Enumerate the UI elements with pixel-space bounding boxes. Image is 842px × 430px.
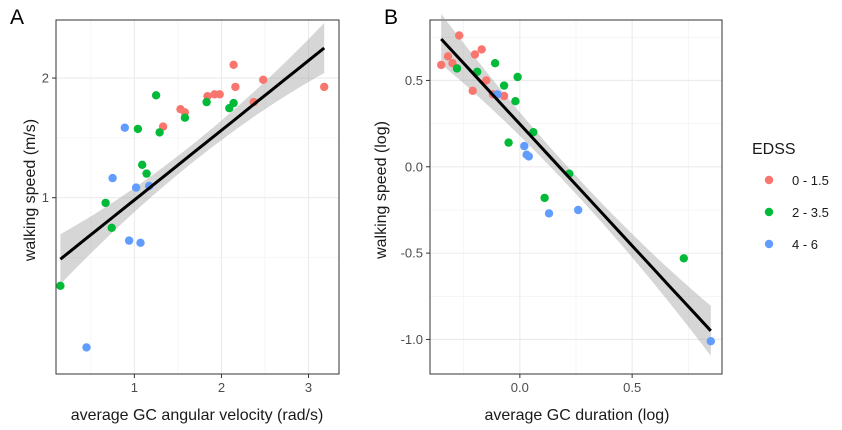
panel-a-x-axis-title: average GC angular velocity (rad/s) (71, 407, 324, 424)
legend-item: 0 - 1.5 (764, 173, 829, 188)
panel-b-point (452, 64, 462, 73)
panel-b-y-tick-label: 0.5 (405, 73, 423, 88)
legend-item: 2 - 3.5 (764, 205, 829, 220)
panel-a-y-tick-label: 1 (42, 190, 49, 205)
panel-b-point (511, 97, 520, 106)
panel-a-point (101, 198, 110, 208)
panel-a-point (231, 82, 240, 92)
panel-b-point (443, 52, 453, 61)
legend-item: 4 - 6 (764, 237, 818, 252)
panel-b-point (706, 337, 715, 346)
legend-key-0-1.5 (764, 175, 774, 185)
panel-b-point (490, 59, 500, 68)
panel-a-point (136, 238, 145, 247)
panel-b-point (524, 152, 533, 161)
legend-label: 2 - 3.5 (792, 205, 829, 220)
panel-b-point (679, 254, 688, 263)
panel-b-y-tick-label: -1.0 (401, 332, 423, 347)
panel-a-point (202, 97, 211, 107)
panel-b-label: B (384, 6, 398, 29)
panel-a-point (229, 98, 238, 108)
panel-b-point (470, 50, 480, 59)
panel-a-x-tick-label: 1 (131, 380, 138, 395)
panel-b: 0.0 0.5 -1.0 -0.5 0.0 0.5 (401, 14, 723, 395)
legend-label: 4 - 6 (792, 237, 818, 252)
panel-a-point (56, 281, 65, 290)
panel-a: 1 2 3 1 2 (42, 19, 340, 395)
panel-b-y-tick-label: -0.5 (401, 246, 423, 261)
panel-b-point (499, 91, 509, 101)
panel-a-point (215, 90, 224, 99)
panel-a-border (55, 19, 340, 375)
panel-a-point (320, 82, 329, 92)
panel-b-x-tick-label: 0.0 (511, 380, 529, 395)
panel-a-regression-line (59, 46, 326, 261)
panel-b-point (468, 86, 477, 96)
legend-title: EDSS (752, 141, 796, 158)
panel-a-point (138, 160, 147, 169)
panel-b-border (429, 19, 723, 375)
panel-a-y-axis-title: walking speed (m/s) (22, 119, 39, 262)
panel-a-label: A (10, 6, 24, 29)
panel-a-point (155, 128, 164, 137)
panel-b-point (499, 81, 509, 90)
panel-a-point (151, 91, 161, 100)
panel-a-point (131, 183, 141, 192)
panel-b-point (574, 205, 583, 215)
panel-a-point (82, 343, 91, 352)
panel-b-point (482, 76, 491, 85)
panel-a-point (142, 169, 151, 178)
panel-a-point (180, 113, 190, 122)
panel-a-point (108, 173, 117, 183)
panel-b-y-tick-label: 0.0 (405, 159, 423, 174)
panel-b-point (504, 138, 513, 147)
panel-a-y-tick-label: 2 (42, 71, 49, 86)
panel-a-point (133, 124, 143, 134)
panel-a-x-tick-label: 2 (218, 380, 225, 395)
panel-a-point (124, 236, 134, 245)
panel-b-point (544, 209, 554, 218)
panel-a-point (229, 60, 238, 69)
legend: EDSS 0 - 1.5 2 - 3.5 4 - 6 (752, 141, 829, 252)
panel-b-point (437, 60, 446, 70)
panel-a-plot-area (56, 20, 339, 374)
legend-key-2-3.5 (764, 207, 774, 217)
legend-label: 0 - 1.5 (792, 173, 829, 188)
panel-b-point (513, 72, 522, 82)
panel-b-y-axis-title: walking speed (log) (373, 121, 390, 260)
panel-b-point (520, 141, 529, 151)
panel-a-point (259, 75, 268, 85)
panel-b-regression-line (440, 37, 712, 332)
panel-a-point (120, 123, 129, 132)
panel-b-x-tick-label: 0.5 (623, 380, 641, 395)
panel-b-point (540, 193, 549, 203)
panel-a-x-tick-label: 3 (305, 380, 312, 395)
panel-b-point (455, 31, 464, 40)
legend-key-4-6 (764, 239, 774, 249)
panel-b-x-axis-title: average GC duration (log) (485, 407, 670, 424)
panel-a-point (107, 223, 116, 232)
panel-b-point (477, 45, 486, 54)
